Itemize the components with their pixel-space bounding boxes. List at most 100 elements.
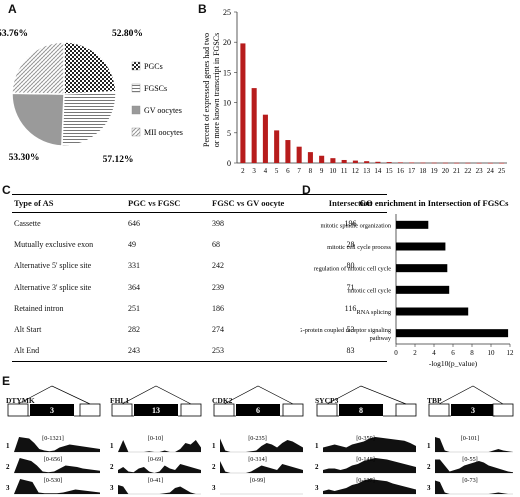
track-number: 1 — [110, 442, 114, 450]
go-bar — [396, 264, 448, 273]
legend-swatch — [131, 127, 141, 137]
go-term-label: G-protein coupled receptor signaling path… — [300, 327, 392, 342]
table-cell: 49 — [128, 240, 136, 250]
pie-chart: 52.80% 57.12% 53.30% 53.76% PGCs FGSCs GV ooc… — [0, 29, 183, 165]
table-row: Alt Start 282 274 53 — [12, 319, 387, 340]
bar — [386, 162, 392, 163]
row-label: Mutually exclusive exon — [14, 240, 94, 250]
row-label: Retained intron — [14, 303, 64, 313]
table-cell: 282 — [128, 325, 140, 335]
go-bar — [396, 242, 446, 251]
go-enrichment-chart: GO enrichment in Intersection of FGSCs 0… — [300, 198, 515, 368]
legend-label: GV oocytes — [144, 106, 182, 115]
coverage-range: [0-41] — [148, 477, 163, 484]
bar — [330, 158, 336, 163]
exon-right — [282, 403, 304, 417]
go-term-line: G-protein coupled receptor signaling — [300, 327, 392, 334]
coverage-range: [0-656] — [44, 456, 63, 463]
pie-slice-pgcs — [63, 41, 117, 95]
bar — [341, 159, 347, 163]
track-number: 2 — [110, 463, 114, 471]
go-term-line: pathway — [370, 335, 392, 342]
y-tick-label: 5 — [227, 129, 231, 138]
x-tick-label: 8 — [309, 167, 313, 175]
bar — [454, 162, 460, 164]
pie-slice-mii-oocytes — [11, 41, 65, 95]
exon-middle — [451, 404, 495, 416]
x-tick-label: 9 — [320, 167, 324, 175]
table-cell: 274 — [212, 325, 224, 335]
x-tick-label: 12 — [507, 349, 515, 357]
exon-middle — [339, 404, 383, 416]
x-tick-label: 11 — [341, 167, 348, 175]
x-tick-label: 12 — [352, 167, 360, 175]
x-tick-label: 16 — [397, 167, 405, 175]
coverage-track — [118, 440, 201, 452]
bar — [499, 162, 505, 164]
table-cell: 243 — [126, 340, 210, 363]
table-cell: 80 — [346, 261, 355, 271]
pie-value-label: 52.80% — [112, 29, 143, 39]
bar — [319, 155, 325, 163]
exon-middle — [134, 404, 178, 416]
gene-name: TBP — [427, 396, 442, 405]
legend-swatch — [131, 83, 141, 93]
bar — [251, 88, 257, 163]
go-bar — [396, 220, 429, 229]
go-term-label: regulation of mitotic cell cycle — [314, 266, 391, 273]
table-cell: 186 — [212, 303, 224, 313]
bar — [240, 43, 246, 163]
table-cell: 364 — [128, 282, 140, 292]
go-term-label: mitotic cell cycle — [348, 287, 392, 294]
y-tick-label: 20 — [223, 38, 231, 47]
legend-swatch — [131, 105, 141, 115]
bar — [487, 162, 493, 164]
y-axis-label: Percent of expressed genes had twoor mor… — [202, 33, 221, 147]
gene-structure-svg: 6 [0-235] 1 [0-314] 2 [0-99] 3 — [212, 385, 304, 495]
row-label: Alt Start — [14, 325, 42, 335]
x-tick-label: 20 — [442, 167, 450, 175]
bar — [364, 161, 370, 163]
y-label-line: Percent of expressed genes had two — [202, 33, 211, 147]
bar — [409, 162, 415, 164]
track-number: 1 — [315, 442, 319, 450]
x-tick-label: 14 — [374, 167, 382, 175]
x-tick-label: 22 — [464, 167, 472, 175]
coverage-range: [0-148] — [356, 456, 375, 463]
x-tick-label: 23 — [476, 167, 484, 175]
y-tick-label: 0 — [227, 159, 231, 168]
coverage-range: [0-359] — [356, 435, 375, 442]
splice-junction-arc — [17, 385, 91, 405]
bar — [285, 140, 291, 163]
x-tick-label: 19 — [431, 167, 439, 175]
panel-label-a: A — [8, 2, 17, 16]
x-tick-label: 0 — [394, 349, 398, 357]
table-cell: 253 — [210, 340, 314, 363]
legend-label: MII oocytes — [144, 128, 183, 137]
exon-middle — [30, 404, 74, 416]
table-cell: 28 — [346, 240, 355, 250]
row-label: Alt End — [12, 340, 126, 363]
y-tick-label: 25 — [223, 8, 231, 17]
track-number: 3 — [212, 484, 216, 492]
legend-label: FGSCs — [144, 84, 167, 93]
go-term-label: mitotic cell cycle process — [327, 244, 391, 251]
table-row: Cassette 646 398 196 — [12, 213, 387, 235]
track-number: 2 — [6, 463, 10, 471]
go-term-label: RNA splicing — [357, 309, 392, 316]
y-tick-label: 10 — [223, 99, 231, 108]
exon-right — [395, 403, 417, 417]
table-cell: 398 — [212, 219, 224, 229]
bar — [431, 162, 437, 164]
exon-middle — [236, 404, 280, 416]
gene-track-tbp: TBP 3 [0-101] 1 [0-55] 2 [0-73] 3 — [425, 380, 515, 497]
coverage-track — [435, 437, 513, 452]
coverage-track — [323, 479, 416, 494]
table-cell: 239 — [212, 282, 224, 292]
track-number: 1 — [427, 442, 431, 450]
pie-slice-fgscs — [61, 91, 117, 147]
legend-label: PGCs — [144, 62, 163, 71]
header-intersection: Intersection — [314, 194, 387, 213]
gene-structure-svg: 8 [0-359] 1 [0-148] 2 [0-137] 3 — [315, 385, 417, 495]
bar — [375, 161, 381, 163]
